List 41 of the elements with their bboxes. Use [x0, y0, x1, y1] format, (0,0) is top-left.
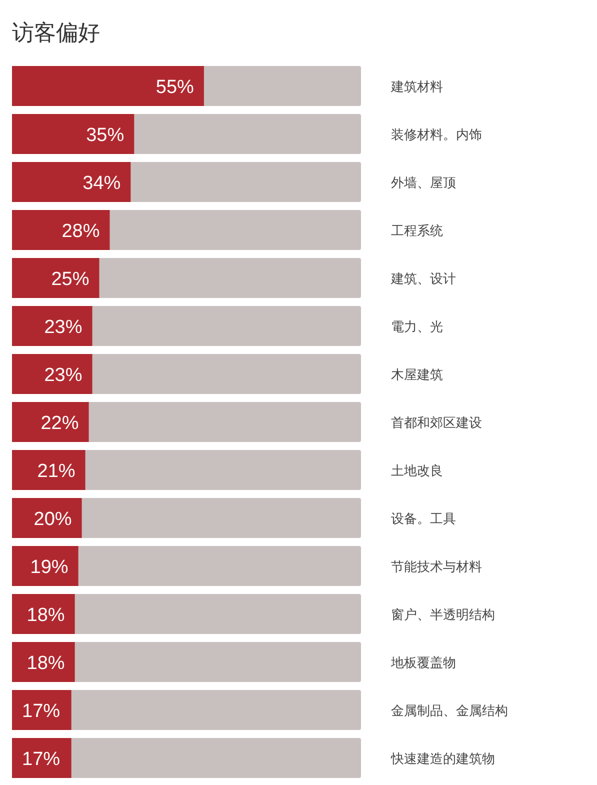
- y-tick-label: 快速建造的建筑物: [390, 751, 495, 766]
- data-label: 21%: [37, 461, 76, 482]
- bar: [12, 450, 86, 490]
- data-label: 23%: [44, 317, 82, 338]
- data-label: 28%: [62, 221, 100, 242]
- data-label: 17%: [22, 749, 60, 770]
- bar: [12, 306, 92, 346]
- data-label: 20%: [34, 509, 72, 530]
- bar: [12, 354, 92, 394]
- y-tick-label: 窗户、半透明结构: [391, 607, 495, 622]
- data-label: 18%: [26, 653, 65, 674]
- data-label: 22%: [40, 413, 79, 434]
- y-tick-label: 金属制品、金属结构: [391, 703, 508, 718]
- y-tick-label: 外墙、屋顶: [391, 175, 456, 190]
- data-label: 25%: [51, 269, 90, 290]
- y-tick-label: 建筑材料: [390, 79, 443, 94]
- y-tick-label: 土地改良: [391, 463, 443, 478]
- data-label: 17%: [22, 701, 60, 722]
- data-label: 19%: [30, 557, 68, 578]
- bar: [12, 498, 82, 538]
- data-label: 23%: [44, 365, 82, 386]
- y-tick-label: 装修材料。内饰: [391, 127, 482, 142]
- data-label: 34%: [82, 173, 121, 194]
- y-tick-label: 建筑、设计: [390, 271, 456, 286]
- bar: [12, 738, 72, 778]
- bar: [12, 642, 75, 682]
- data-label: 55%: [156, 77, 194, 98]
- y-tick-label: 木屋建筑: [391, 367, 443, 382]
- data-label: 18%: [26, 605, 65, 626]
- y-tick-label: 设备。工具: [391, 511, 456, 526]
- bar: [12, 402, 89, 442]
- y-tick-label: 工程系统: [391, 223, 443, 238]
- bar: [12, 690, 72, 730]
- y-tick-label: 节能技术与材料: [391, 559, 482, 574]
- bar: [12, 594, 75, 634]
- y-tick-label: 電力、光: [391, 319, 443, 334]
- data-label: 35%: [86, 125, 124, 146]
- y-tick-label: 地板覆盖物: [390, 655, 456, 670]
- chart-title: 访客偏好: [12, 20, 100, 45]
- y-tick-label: 首都和郊区建设: [391, 415, 482, 430]
- bar: [12, 546, 78, 586]
